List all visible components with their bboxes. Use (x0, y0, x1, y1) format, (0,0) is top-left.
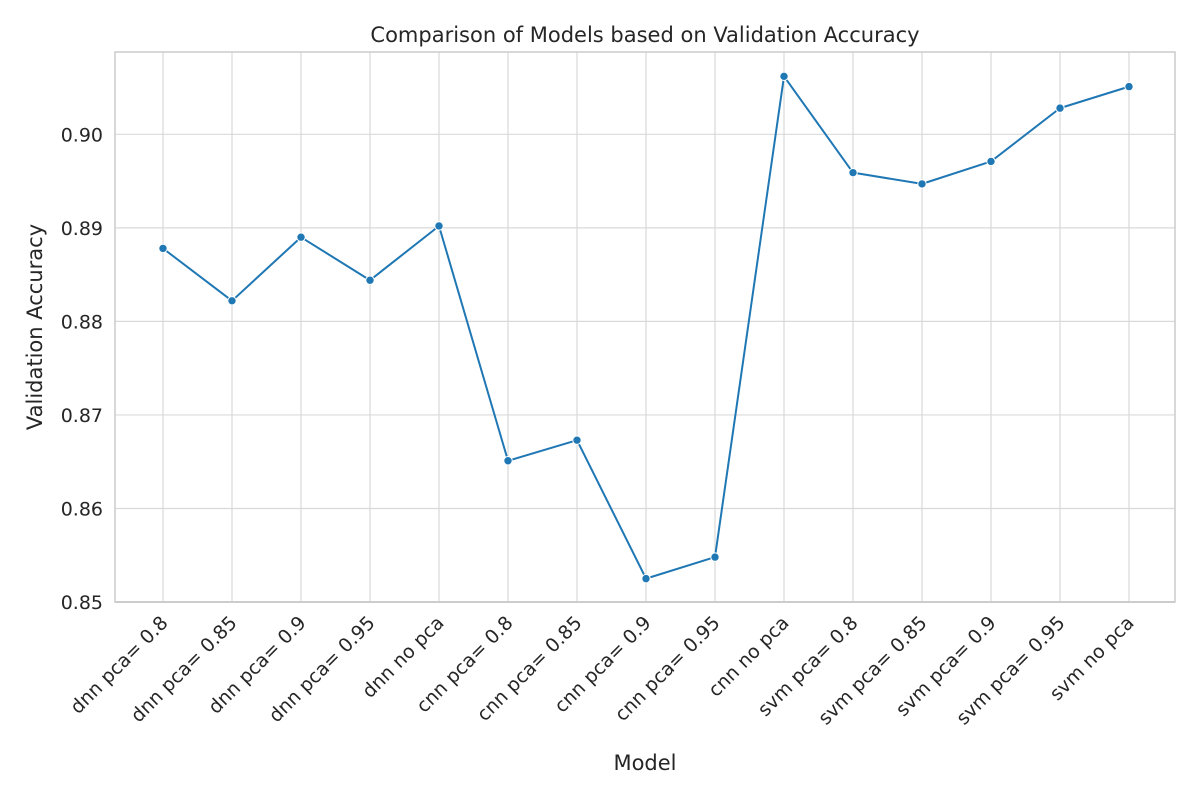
data-point (1124, 81, 1134, 92)
grid (115, 52, 1175, 603)
y-tick-label: 0.85 (61, 592, 103, 614)
data-point (641, 573, 651, 584)
data-point (848, 167, 858, 178)
x-axis-label: Model (613, 751, 676, 775)
data-point (227, 296, 237, 306)
data-point (503, 456, 513, 466)
plot-frame (114, 51, 1176, 603)
data-point (1055, 103, 1065, 113)
data-point (572, 435, 582, 445)
y-axis-ticks: 0.85 0.86 0.87 0.88 0.89 0.90 (61, 124, 103, 614)
data-point (296, 232, 306, 242)
data-point (917, 179, 927, 189)
data-point (434, 221, 444, 231)
data-point (158, 243, 168, 254)
y-tick-label: 0.87 (61, 405, 103, 427)
y-tick-label: 0.90 (61, 124, 103, 146)
y-tick-label: 0.89 (61, 218, 103, 240)
y-axis-label: Validation Accuracy (23, 224, 47, 430)
data-point (365, 275, 375, 285)
data-point (779, 71, 789, 82)
series-model-accuracy (158, 71, 1134, 584)
y-tick-label: 0.86 (61, 498, 103, 520)
data-point (710, 552, 720, 562)
chart-title: Comparison of Models based on Validation… (370, 23, 919, 47)
y-tick-label: 0.88 (61, 311, 103, 333)
data-point (986, 156, 996, 167)
